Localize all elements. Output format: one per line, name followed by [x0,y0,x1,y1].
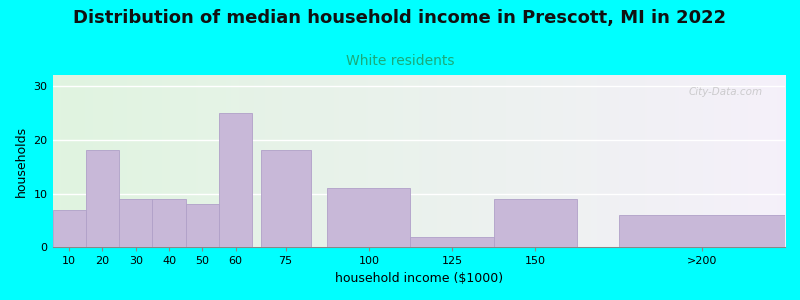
Bar [219,113,252,248]
Text: White residents: White residents [346,54,454,68]
Text: City-Data.com: City-Data.com [689,87,763,97]
Bar [494,199,577,248]
Bar [618,215,785,248]
Bar [186,204,219,248]
Bar [261,150,310,248]
Bar [327,188,410,247]
Bar [153,199,186,248]
Text: Distribution of median household income in Prescott, MI in 2022: Distribution of median household income … [74,9,726,27]
X-axis label: household income ($1000): household income ($1000) [334,272,503,285]
Bar [119,199,153,248]
Bar [53,210,86,248]
Y-axis label: households: households [15,126,28,197]
Bar [410,237,494,248]
Bar [86,150,119,248]
